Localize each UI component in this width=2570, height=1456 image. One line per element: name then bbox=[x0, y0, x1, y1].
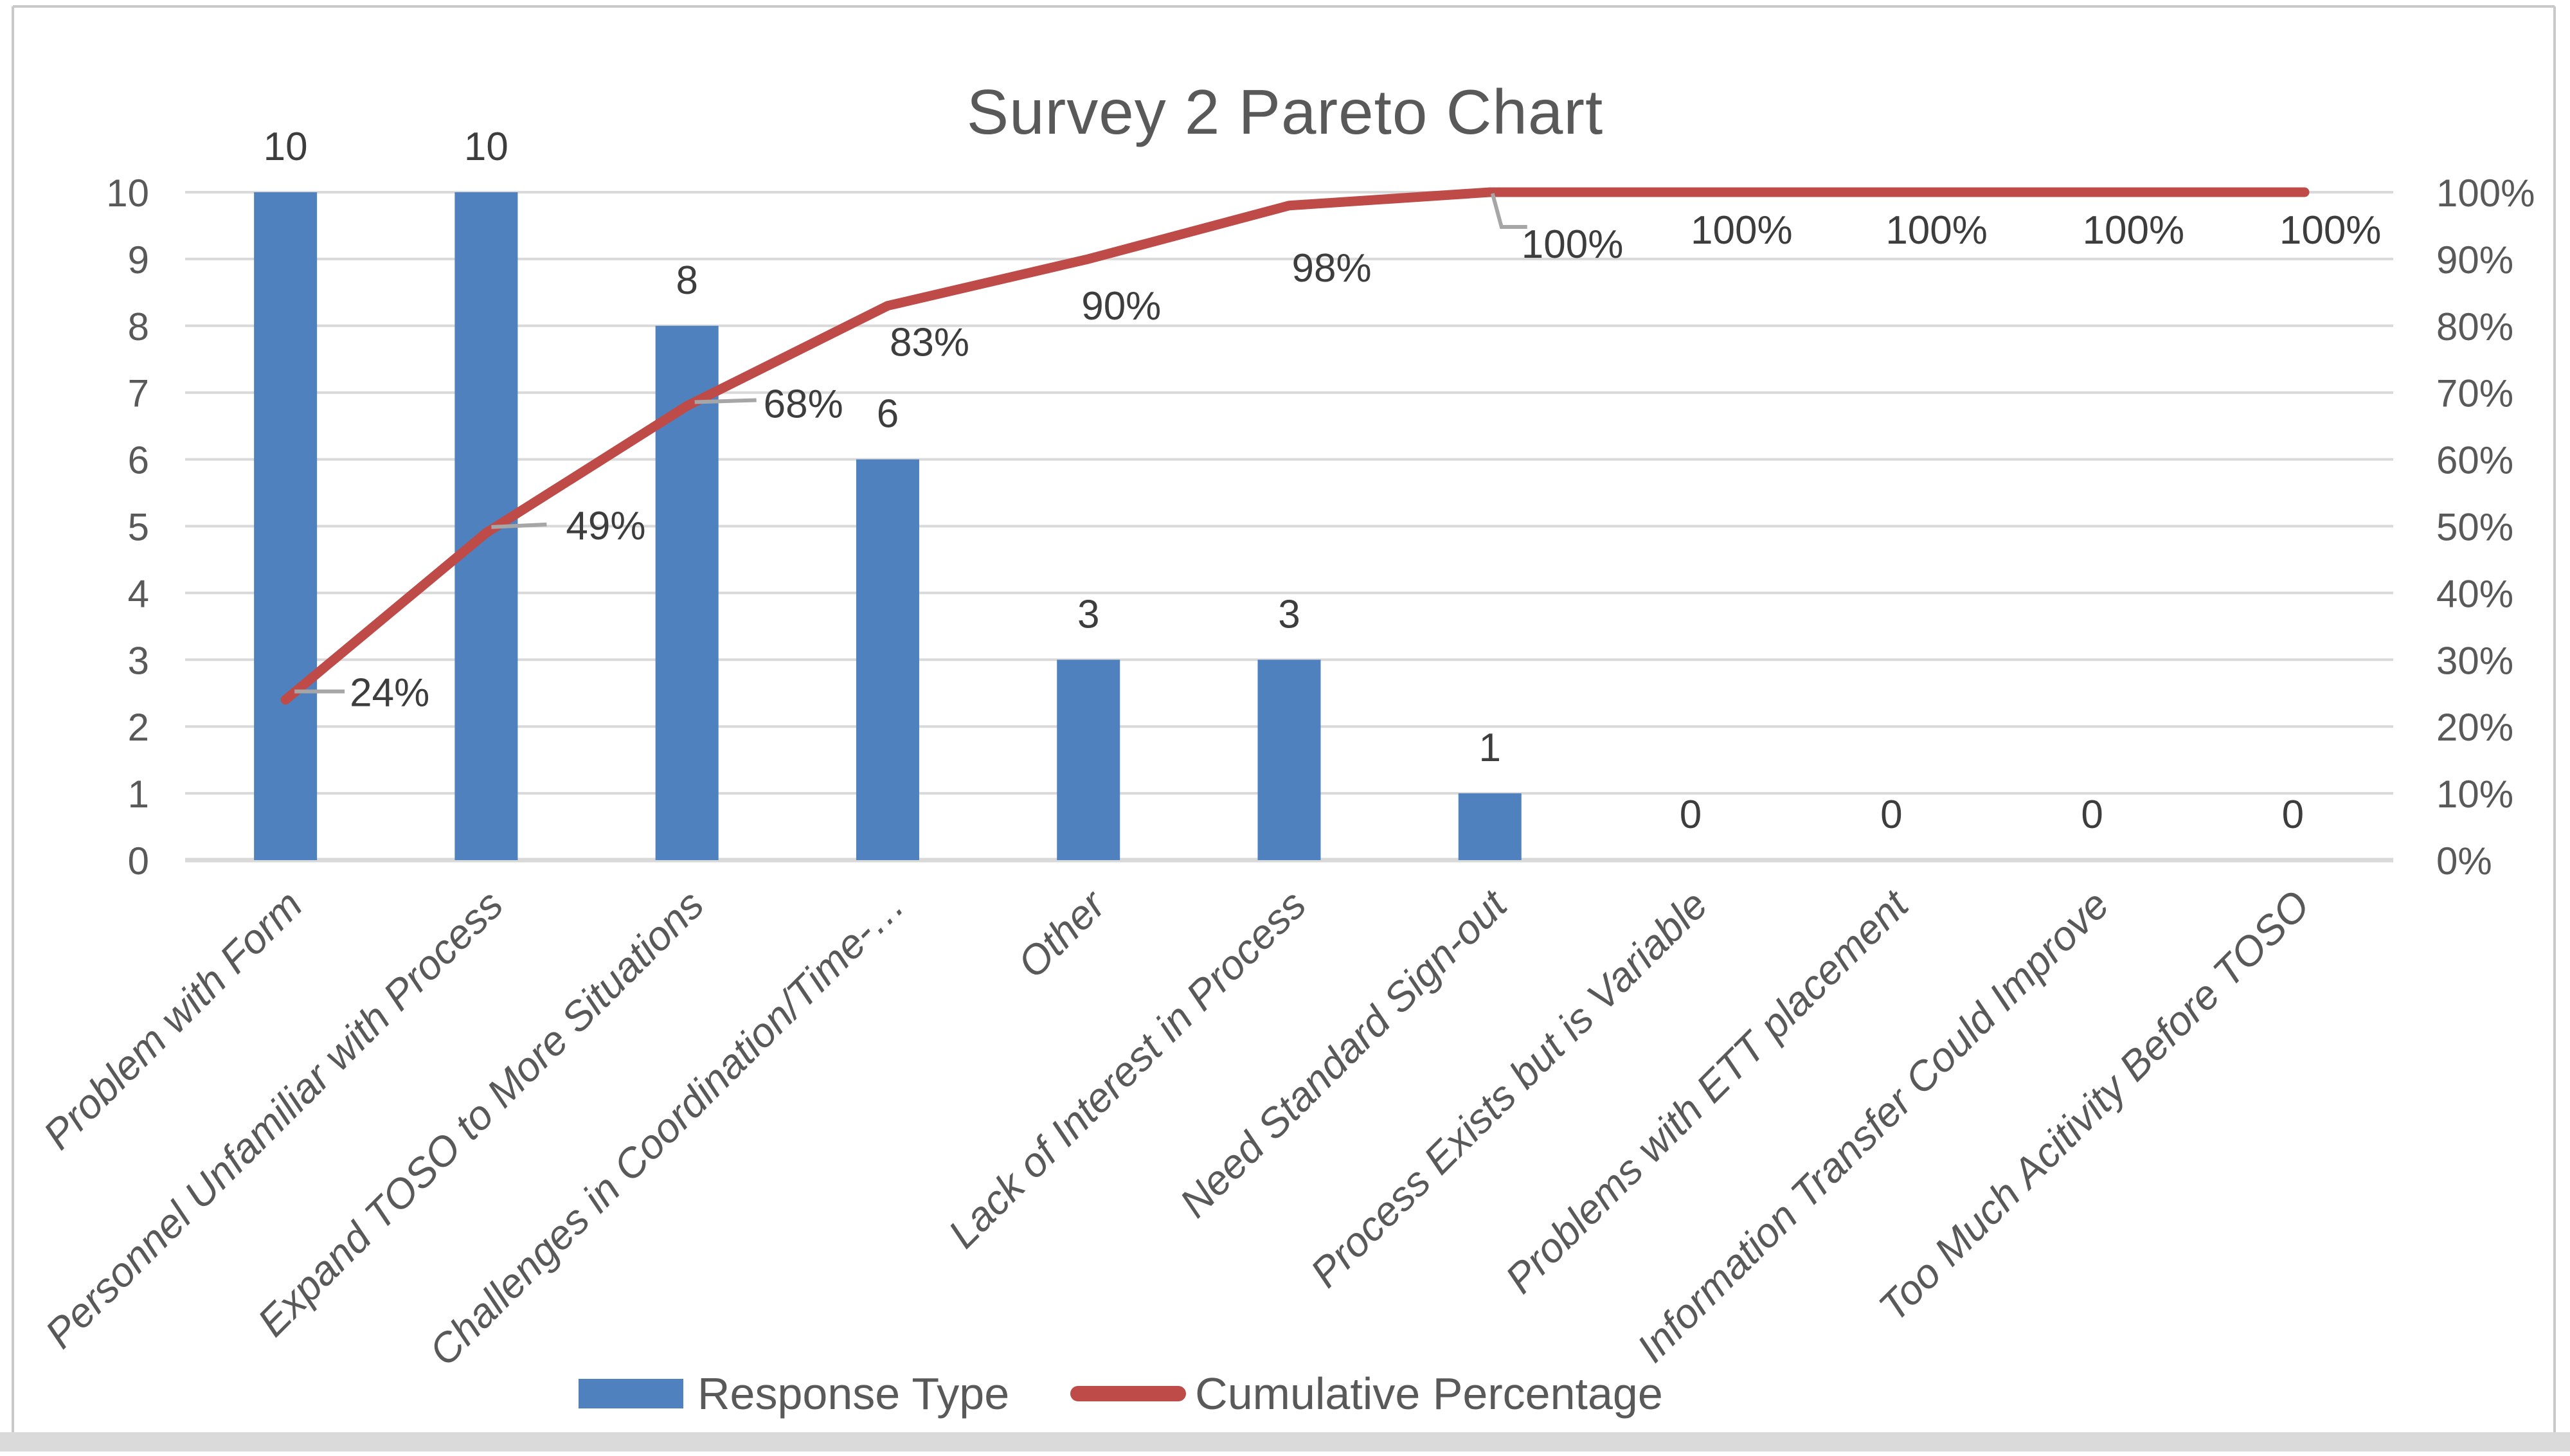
legend-line-label: Cumulative Percentage bbox=[1195, 1369, 1663, 1419]
left-axis-tick: 4 bbox=[128, 572, 149, 615]
legend-bar-label: Response Type bbox=[697, 1369, 1010, 1419]
right-axis-tick: 10% bbox=[2436, 773, 2513, 816]
window-bottom-strip bbox=[0, 1432, 2570, 1452]
category-label: Lack of Interest in Process bbox=[939, 881, 1315, 1257]
bar-value-label: 0 bbox=[1880, 793, 1902, 837]
label-leader bbox=[1490, 193, 1527, 229]
pct-label: 24% bbox=[350, 671, 429, 715]
bar bbox=[856, 459, 919, 860]
label-leader bbox=[491, 522, 547, 529]
bar bbox=[254, 192, 318, 860]
legend: Response Type Cumulative Percentage bbox=[579, 1367, 1663, 1421]
bar-value-label: 0 bbox=[2282, 793, 2304, 837]
bar-value-label: 8 bbox=[676, 258, 697, 303]
bar-value-label: 3 bbox=[1278, 592, 1300, 636]
category-label: Need Standard Sign-out bbox=[1171, 880, 1516, 1226]
bar-value-label: 1 bbox=[1479, 726, 1501, 770]
category-label: Other bbox=[1009, 880, 1115, 987]
bar bbox=[1257, 660, 1321, 860]
left-axis-tick: 1 bbox=[128, 773, 149, 816]
left-axis-tick: 8 bbox=[128, 305, 149, 348]
left-axis-tick: 0 bbox=[128, 840, 149, 883]
pct-label: 100% bbox=[2083, 208, 2185, 253]
label-leader bbox=[694, 398, 757, 404]
left-axis-tick: 9 bbox=[128, 238, 149, 282]
bar-value-label: 0 bbox=[1680, 793, 1702, 837]
category-label: Expand TOSO to More Situations bbox=[249, 881, 713, 1345]
cumulative-line bbox=[280, 187, 2310, 705]
right-axis-tick: 0% bbox=[2436, 840, 2492, 883]
category-label: Too Much Acitivity Before TOSO bbox=[1870, 881, 2319, 1330]
bar-value-label: 10 bbox=[264, 125, 308, 169]
right-axis-tick: 80% bbox=[2436, 305, 2513, 348]
legend-bar-swatch bbox=[579, 1379, 683, 1408]
pct-label: 100% bbox=[1885, 208, 1988, 253]
pct-label: 100% bbox=[1522, 222, 1624, 267]
bar bbox=[1057, 660, 1120, 860]
pct-label: 90% bbox=[1081, 284, 1161, 328]
left-axis-tick: 10 bbox=[106, 172, 149, 215]
left-axis-tick: 6 bbox=[128, 439, 149, 482]
pct-label: 98% bbox=[1292, 246, 1372, 291]
right-axis-tick: 100% bbox=[2436, 172, 2535, 215]
right-axis-tick: 60% bbox=[2436, 439, 2513, 482]
category-label: Personnel Unfamiliar with Process bbox=[36, 881, 512, 1357]
right-axis-tick: 90% bbox=[2436, 238, 2513, 282]
bar-value-label: 0 bbox=[2081, 793, 2103, 837]
bar-value-label: 3 bbox=[1077, 592, 1099, 636]
category-label: Process Exists but is Variable bbox=[1302, 881, 1716, 1296]
left-axis-tick: 5 bbox=[128, 506, 149, 549]
bar-value-label: 6 bbox=[877, 392, 899, 436]
left-axis-tick: 3 bbox=[128, 639, 149, 682]
pct-label: 100% bbox=[2279, 208, 2382, 253]
right-axis-tick: 40% bbox=[2436, 572, 2513, 615]
chart-title: Survey 2 Pareto Chart bbox=[966, 76, 1604, 147]
right-axis-tick: 70% bbox=[2436, 372, 2513, 415]
left-axis-tick: 2 bbox=[128, 706, 149, 749]
legend-line-swatch bbox=[1070, 1386, 1187, 1401]
right-axis-tick: 30% bbox=[2436, 639, 2513, 682]
pct-label: 83% bbox=[890, 321, 969, 365]
pct-label: 49% bbox=[566, 504, 645, 548]
pct-label: 100% bbox=[1691, 208, 1793, 253]
category-label: Problems with ETT placement bbox=[1496, 880, 1918, 1302]
left-axis-tick: 7 bbox=[128, 372, 149, 415]
bar-value-label: 10 bbox=[464, 125, 508, 169]
right-axis-tick: 20% bbox=[2436, 706, 2513, 749]
pct-label: 68% bbox=[764, 382, 843, 426]
right-axis-tick: 50% bbox=[2436, 506, 2513, 549]
bar bbox=[1458, 793, 1522, 860]
